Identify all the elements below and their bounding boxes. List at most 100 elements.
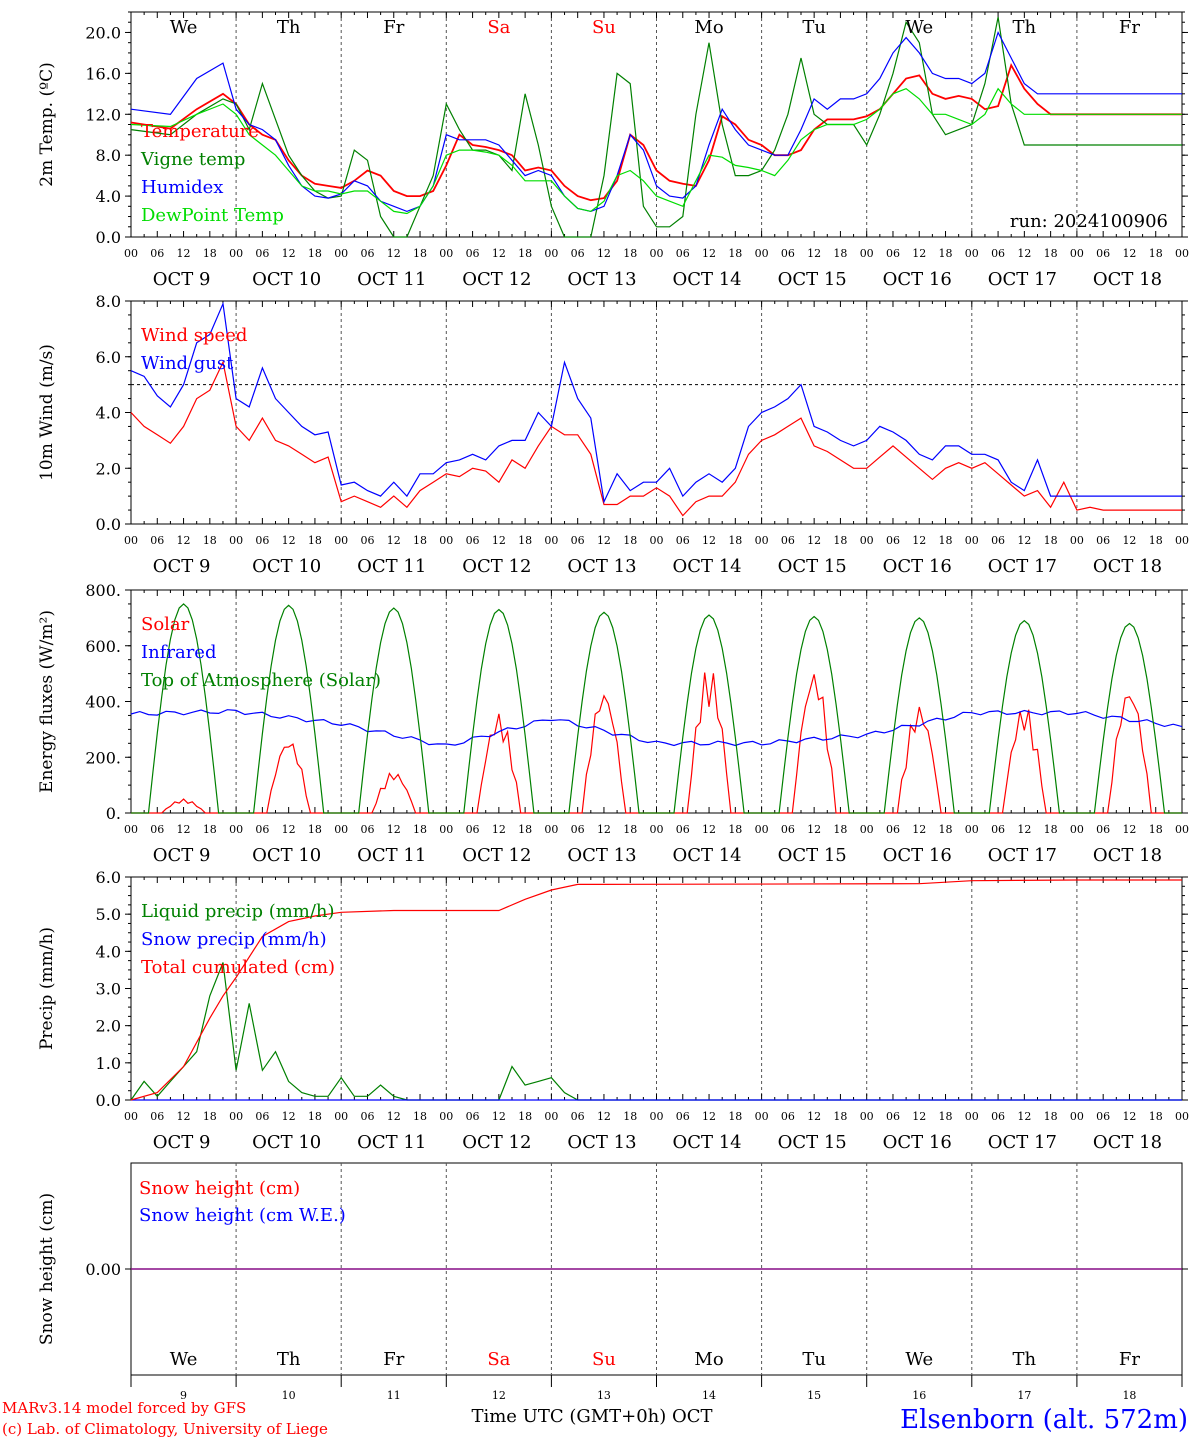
hour-tick-label: 00: [650, 823, 664, 836]
hour-tick-label: 12: [597, 534, 611, 547]
date-label: OCT 10: [252, 556, 321, 577]
hour-tick-label: 06: [781, 534, 795, 547]
footer: MARv3.14 model forced by GFS (c) Lab. of…: [2, 1399, 1188, 1438]
date-label: OCT 13: [567, 1132, 636, 1153]
hour-tick-label: 06: [676, 534, 690, 547]
hour-tick-label: 12: [807, 1110, 821, 1123]
series-line-humidex: [130, 30, 1182, 213]
hour-tick-label: 06: [255, 1110, 269, 1123]
hour-tick-label: 00: [124, 1110, 138, 1123]
day-number: 13: [597, 1389, 611, 1402]
hour-tick-label: 12: [387, 823, 401, 836]
hour-tick-label: 12: [387, 534, 401, 547]
series-line-vigne-temp: [130, 16, 1182, 238]
y-tick-label: 16.0: [85, 64, 121, 83]
legend-entry: Snow precip (mm/h): [141, 929, 327, 950]
hour-tick-label: 06: [676, 1110, 690, 1123]
hour-tick-label: 00: [965, 1110, 979, 1123]
hour-tick-label: 12: [597, 1110, 611, 1123]
y-tick-label: 800.: [85, 581, 121, 600]
day-name: We: [905, 17, 933, 38]
hour-tick-label: 00: [229, 1110, 243, 1123]
hour-tick-label: 18: [413, 1110, 427, 1123]
hour-tick-label: 18: [728, 534, 742, 547]
day-number: 18: [1122, 1389, 1136, 1402]
hour-tick-label: 00: [860, 823, 874, 836]
series-line-dewpoint-temp: [130, 87, 1182, 215]
hour-tick-label: 12: [807, 823, 821, 836]
hour-tick-label: 00: [755, 823, 769, 836]
legend-entry: Infrared: [141, 642, 216, 663]
legend-entry: Humidex: [141, 177, 223, 198]
hour-tick-label: 00: [1175, 823, 1189, 836]
date-label: OCT 18: [1093, 269, 1162, 290]
hour-tick-label: 00: [1175, 1110, 1189, 1123]
hour-tick-label: 12: [1017, 1110, 1031, 1123]
hour-tick-label: 18: [1044, 534, 1058, 547]
hour-tick-label: 18: [518, 534, 532, 547]
hour-tick-label: 12: [177, 247, 191, 260]
day-name: Fr: [1119, 1349, 1140, 1370]
day-number: 14: [702, 1389, 716, 1402]
hour-tick-label: 12: [912, 247, 926, 260]
date-label: OCT 16: [883, 269, 952, 290]
hour-tick-label: 00: [650, 534, 664, 547]
day-name: Tu: [802, 17, 826, 38]
date-label: OCT 16: [883, 845, 952, 866]
date-label: OCT 11: [357, 1132, 426, 1153]
hour-tick-label: 06: [1096, 247, 1110, 260]
panel-1: 0.0 4.0 8.0 12.0 16.0 20.0 2m Temp. (ºC) Temper…: [37, 11, 1189, 290]
date-label: OCT 12: [462, 556, 531, 577]
station-name: Elsenborn (alt. 572m): [900, 1405, 1188, 1435]
hour-tick-label: 12: [597, 247, 611, 260]
y-tick-label: 5.0: [96, 905, 121, 924]
hour-tick-label: 12: [807, 247, 821, 260]
hour-tick-label: 12: [702, 1110, 716, 1123]
hour-tick-label: 00: [965, 534, 979, 547]
hour-tick-label: 06: [571, 823, 585, 836]
hour-tick-label: 18: [518, 823, 532, 836]
hour-tick-label: 06: [991, 247, 1005, 260]
hour-tick-label: 06: [676, 247, 690, 260]
series-line-infrared: [130, 709, 1183, 747]
day-name: Fr: [383, 1349, 404, 1370]
day-number: 16: [912, 1389, 926, 1402]
y-tick-label: 2.0: [96, 459, 121, 478]
hour-tick-label: 12: [702, 247, 716, 260]
hour-tick-label: 06: [466, 823, 480, 836]
hour-tick-label: 18: [203, 247, 217, 260]
hour-tick-label: 18: [413, 534, 427, 547]
y-tick-label: 4.0: [96, 187, 121, 206]
hour-tick-label: 18: [939, 1110, 953, 1123]
hour-tick-label: 18: [413, 823, 427, 836]
hour-tick-label: 00: [439, 247, 453, 260]
date-label: OCT 11: [357, 269, 426, 290]
y-axis-label: Snow height (cm): [37, 1193, 57, 1345]
date-label: OCT 9: [153, 269, 211, 290]
day-name: Tu: [802, 1349, 826, 1370]
hour-tick-label: 12: [912, 823, 926, 836]
date-label: OCT 15: [778, 1132, 847, 1153]
hour-tick-label: 18: [203, 534, 217, 547]
day-number: 15: [807, 1389, 821, 1402]
legend-entry: Vigne temp: [140, 149, 245, 170]
hour-tick-label: 00: [124, 823, 138, 836]
hour-tick-label: 06: [1096, 823, 1110, 836]
series-line-top-of-atmosphere-solar-: [131, 603, 1182, 814]
y-tick-label: 0.0: [96, 228, 121, 247]
hour-tick-label: 12: [492, 1110, 506, 1123]
date-label: OCT 15: [778, 556, 847, 577]
legend-entry: Liquid precip (mm/h): [141, 901, 335, 922]
panel-4: 0.0 1.0 2.0 3.0 4.0 5.0 6.0 Precip (mm/h) Liquid…: [37, 868, 1189, 1153]
hour-tick-label: 18: [518, 1110, 532, 1123]
date-label: OCT 14: [672, 269, 741, 290]
hour-tick-label: 18: [1044, 823, 1058, 836]
hour-tick-label: 00: [544, 1110, 558, 1123]
hour-tick-label: 00: [124, 247, 138, 260]
day-name: We: [905, 1349, 933, 1370]
date-label: OCT 13: [567, 269, 636, 290]
hour-tick-label: 06: [1096, 534, 1110, 547]
y-tick-label: 4.0: [96, 942, 121, 961]
y-tick-label: 6.0: [96, 868, 121, 887]
hour-tick-label: 00: [439, 534, 453, 547]
